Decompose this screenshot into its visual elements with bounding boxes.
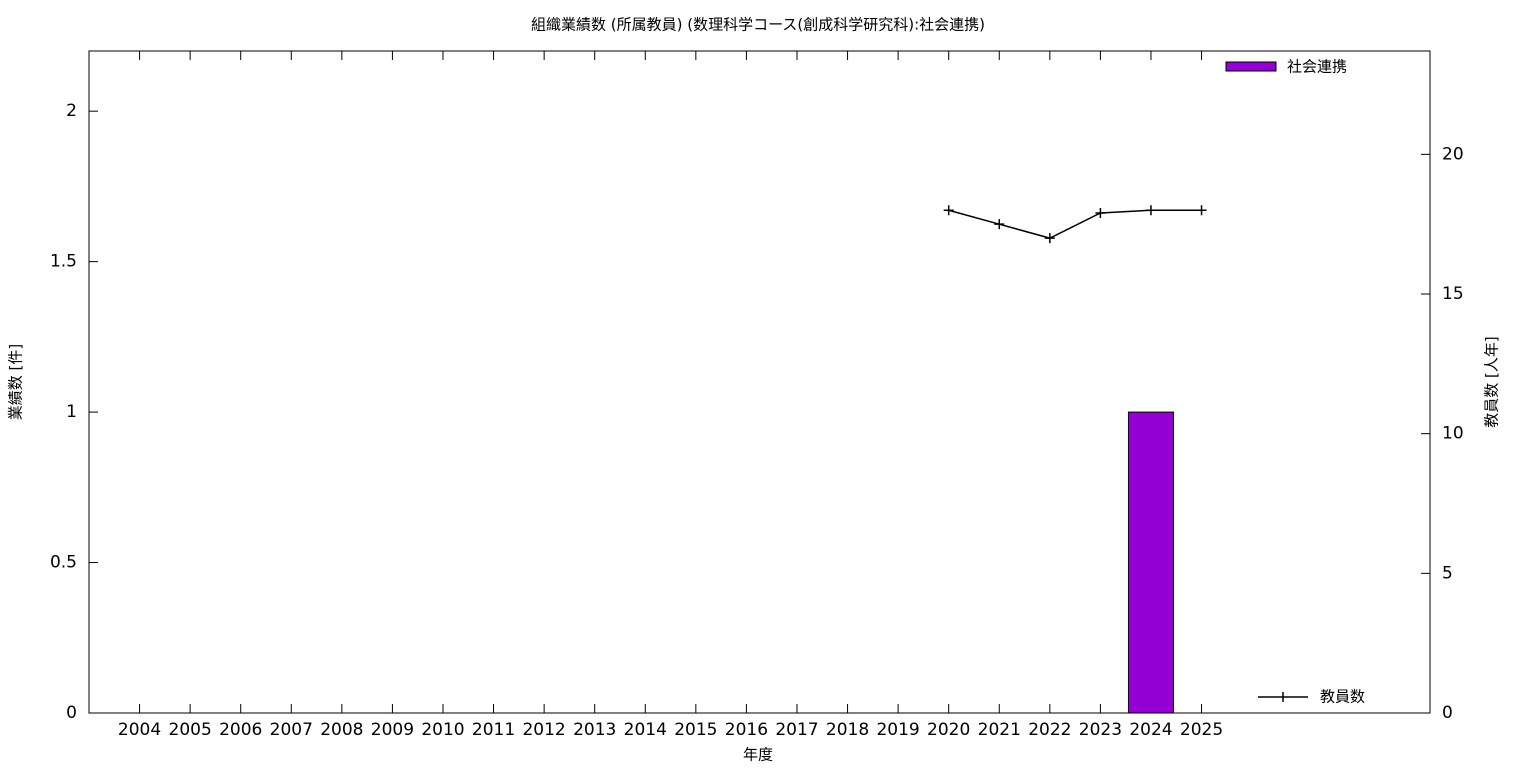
plot-frame (88, 50, 1431, 714)
point (943, 205, 954, 216)
y2-tick-label: 5 (1442, 563, 1453, 583)
x-tick-label: 2011 (472, 720, 515, 740)
legend-line (1258, 692, 1308, 702)
x-tick-label: 2005 (169, 720, 212, 740)
x-tick-label: 2022 (1028, 720, 1071, 740)
x-tick-label: 2010 (421, 720, 464, 740)
line (948, 209, 1202, 239)
x-tick-label: 2023 (1079, 720, 1122, 740)
y2-tick-label: 15 (1442, 284, 1464, 304)
point (1196, 205, 1207, 216)
point (1095, 208, 1106, 219)
point (1044, 233, 1055, 244)
y-axis-label: 業績数 [件] (7, 344, 25, 420)
x-tick-label: 2007 (270, 720, 313, 740)
x-tick-label: 2008 (320, 720, 363, 740)
y2-tick-label: 20 (1442, 144, 1464, 164)
x-tick-label: 2006 (219, 720, 262, 740)
x-axis-label: 年度 (743, 746, 773, 764)
legend-swatch (1225, 61, 1277, 72)
point (1145, 205, 1156, 216)
x-tick-label: 2017 (775, 720, 818, 740)
x-tick-label: 2024 (1129, 720, 1172, 740)
y-tick-label: 1.5 (50, 252, 77, 272)
legend-label: 教員数 (1320, 688, 1365, 706)
x-tick-label: 2015 (674, 720, 717, 740)
y-tick-label: 0.5 (50, 553, 77, 573)
x-tick-label: 2012 (522, 720, 565, 740)
x-tick-label: 2018 (826, 720, 869, 740)
legend-label: 社会連携 (1287, 58, 1347, 76)
x-tick-label: 2014 (624, 720, 667, 740)
y2-tick-label: 10 (1442, 424, 1464, 444)
chart-title: 組織業績数 (所属教員) (数理科学コース(創成科学研究科):社会連携) (531, 16, 985, 34)
x-tick-label: 2013 (573, 720, 616, 740)
y-tick-label: 0 (66, 703, 77, 723)
x-tick-label: 2019 (876, 720, 919, 740)
x-tick-label: 2004 (118, 720, 161, 740)
point (994, 219, 1005, 230)
x-tick-label: 2021 (978, 720, 1021, 740)
y2-tick-label: 0 (1442, 703, 1453, 723)
y-tick-label: 1 (66, 402, 77, 422)
bar (1127, 411, 1174, 714)
x-tick-label: 2020 (927, 720, 970, 740)
x-tick-label: 2009 (371, 720, 414, 740)
x-tick-label: 2016 (725, 720, 768, 740)
y2-axis-label: 教員数 [人年] (1483, 336, 1501, 427)
x-tick-label: 2025 (1180, 720, 1223, 740)
y-tick-label: 2 (66, 101, 77, 121)
